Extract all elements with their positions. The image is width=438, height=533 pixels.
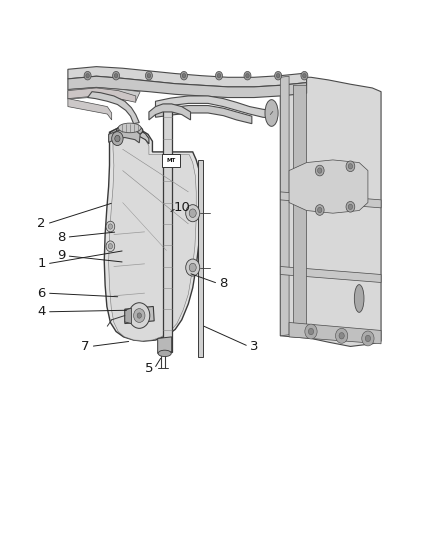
Polygon shape bbox=[280, 76, 289, 336]
Polygon shape bbox=[280, 192, 381, 208]
Circle shape bbox=[336, 328, 348, 343]
Circle shape bbox=[189, 209, 196, 217]
Circle shape bbox=[246, 74, 249, 78]
Circle shape bbox=[315, 205, 324, 215]
FancyBboxPatch shape bbox=[162, 154, 180, 167]
Text: 5: 5 bbox=[145, 362, 153, 375]
Ellipse shape bbox=[158, 350, 171, 357]
Ellipse shape bbox=[117, 125, 143, 136]
Circle shape bbox=[301, 71, 308, 80]
Circle shape bbox=[112, 132, 123, 146]
Text: 1: 1 bbox=[37, 257, 46, 270]
Circle shape bbox=[305, 324, 317, 339]
Circle shape bbox=[145, 71, 152, 80]
Text: 4: 4 bbox=[37, 305, 46, 318]
Circle shape bbox=[303, 74, 306, 78]
Ellipse shape bbox=[354, 285, 364, 312]
Circle shape bbox=[346, 161, 355, 172]
Circle shape bbox=[147, 74, 151, 78]
Polygon shape bbox=[109, 129, 140, 143]
Polygon shape bbox=[68, 87, 140, 101]
Circle shape bbox=[346, 201, 355, 212]
Polygon shape bbox=[280, 266, 381, 282]
Text: MT: MT bbox=[166, 158, 176, 163]
Polygon shape bbox=[109, 133, 196, 341]
Circle shape bbox=[189, 263, 196, 272]
Polygon shape bbox=[68, 88, 136, 102]
Circle shape bbox=[106, 241, 115, 252]
Circle shape bbox=[275, 71, 282, 80]
Circle shape bbox=[129, 303, 150, 328]
Circle shape bbox=[186, 205, 200, 222]
Polygon shape bbox=[125, 306, 154, 324]
Circle shape bbox=[106, 221, 115, 232]
Circle shape bbox=[348, 164, 353, 169]
Circle shape bbox=[114, 74, 118, 78]
Polygon shape bbox=[198, 160, 203, 357]
Circle shape bbox=[84, 71, 91, 80]
Text: 2: 2 bbox=[37, 217, 46, 230]
Circle shape bbox=[318, 207, 322, 213]
Polygon shape bbox=[149, 104, 191, 120]
Polygon shape bbox=[293, 85, 307, 330]
Circle shape bbox=[134, 309, 145, 322]
Text: 10: 10 bbox=[173, 201, 190, 214]
Circle shape bbox=[365, 335, 371, 342]
Polygon shape bbox=[280, 77, 381, 346]
Polygon shape bbox=[68, 76, 307, 98]
Polygon shape bbox=[158, 337, 172, 353]
Ellipse shape bbox=[265, 100, 278, 126]
Polygon shape bbox=[68, 99, 112, 120]
Circle shape bbox=[318, 168, 322, 173]
Circle shape bbox=[137, 313, 141, 318]
Polygon shape bbox=[88, 92, 139, 124]
Polygon shape bbox=[163, 104, 172, 352]
Circle shape bbox=[182, 74, 186, 78]
Polygon shape bbox=[68, 67, 307, 87]
Circle shape bbox=[308, 328, 314, 335]
Text: 9: 9 bbox=[57, 249, 66, 262]
Polygon shape bbox=[289, 322, 381, 344]
Circle shape bbox=[108, 244, 113, 249]
Circle shape bbox=[217, 74, 221, 78]
Polygon shape bbox=[155, 96, 276, 118]
Polygon shape bbox=[155, 106, 252, 124]
Text: 6: 6 bbox=[37, 287, 46, 300]
Circle shape bbox=[113, 71, 120, 80]
Polygon shape bbox=[110, 127, 149, 144]
Circle shape bbox=[215, 71, 223, 80]
Circle shape bbox=[86, 74, 89, 78]
Text: 8: 8 bbox=[57, 231, 66, 244]
Circle shape bbox=[108, 224, 113, 229]
Text: 8: 8 bbox=[219, 277, 228, 290]
Circle shape bbox=[244, 71, 251, 80]
Polygon shape bbox=[289, 160, 368, 213]
Circle shape bbox=[362, 331, 374, 346]
Circle shape bbox=[115, 135, 120, 142]
Ellipse shape bbox=[118, 123, 141, 133]
Circle shape bbox=[339, 333, 344, 339]
Polygon shape bbox=[104, 127, 201, 341]
Circle shape bbox=[186, 259, 200, 276]
Circle shape bbox=[276, 74, 280, 78]
Text: 7: 7 bbox=[81, 340, 90, 353]
Circle shape bbox=[348, 204, 353, 209]
Text: 3: 3 bbox=[250, 340, 258, 353]
Polygon shape bbox=[125, 308, 131, 324]
Circle shape bbox=[180, 71, 187, 80]
Circle shape bbox=[315, 165, 324, 176]
